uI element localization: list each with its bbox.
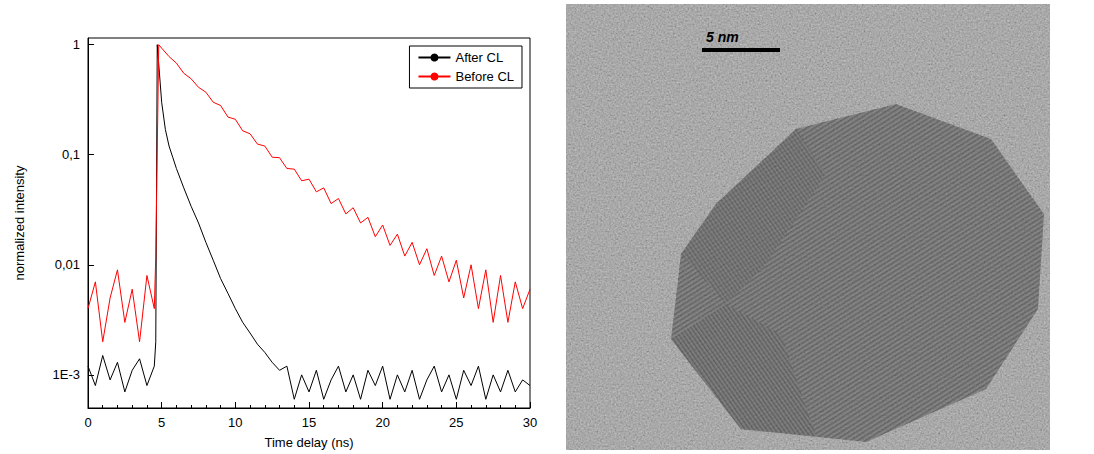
svg-text:1: 1 [73, 37, 80, 52]
svg-text:10: 10 [228, 415, 242, 430]
svg-text:Time delay (ns): Time delay (ns) [264, 435, 353, 450]
svg-text:30: 30 [523, 415, 537, 430]
svg-text:1E-3: 1E-3 [53, 367, 80, 382]
svg-text:Before CL: Before CL [455, 69, 514, 84]
svg-text:15: 15 [302, 415, 316, 430]
svg-text:20: 20 [375, 415, 389, 430]
svg-text:normalized intensity: normalized intensity [12, 165, 27, 280]
svg-text:0: 0 [84, 415, 91, 430]
svg-text:0,1: 0,1 [62, 147, 80, 162]
svg-text:5: 5 [158, 415, 165, 430]
svg-text:After CL: After CL [455, 50, 503, 65]
svg-text:5 nm: 5 nm [706, 29, 739, 45]
svg-text:25: 25 [449, 415, 463, 430]
svg-text:0,01: 0,01 [55, 257, 80, 272]
